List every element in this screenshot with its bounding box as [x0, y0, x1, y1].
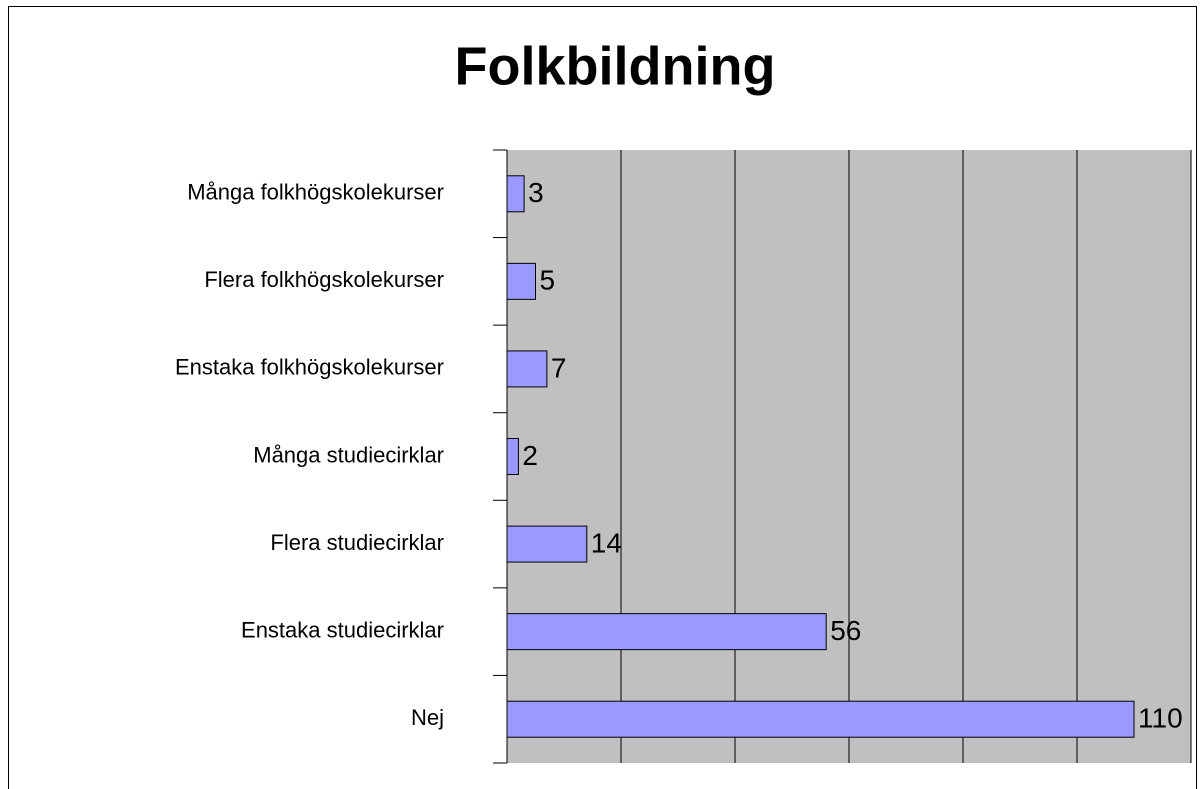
chart-title: Folkbildning	[455, 36, 776, 96]
value-label: 3	[528, 177, 544, 208]
value-label: 56	[830, 615, 861, 646]
y-tick-label: Flera studiecirklar	[270, 530, 444, 555]
bar	[506, 438, 519, 475]
y-tick-label: Många folkhögskolekurser	[187, 180, 444, 205]
bar	[506, 175, 525, 213]
y-tick-label: Enstaka studiecirklar	[241, 617, 444, 642]
bar	[506, 525, 588, 563]
value-label: 2	[522, 440, 538, 471]
bar	[506, 350, 548, 388]
y-tick-label: Flera folkhögskolekurser	[204, 267, 444, 292]
y-tick-label: Nej	[411, 705, 444, 730]
bar	[506, 700, 1135, 738]
value-label: 5	[540, 265, 556, 296]
bar	[506, 613, 827, 651]
y-tick-label: Många studiecirklar	[253, 442, 444, 467]
value-label: 14	[591, 527, 622, 558]
value-label: 7	[551, 352, 567, 383]
value-label: 110	[1138, 703, 1183, 734]
bar	[506, 262, 536, 300]
y-tick-label: Enstaka folkhögskolekurser	[175, 355, 444, 380]
